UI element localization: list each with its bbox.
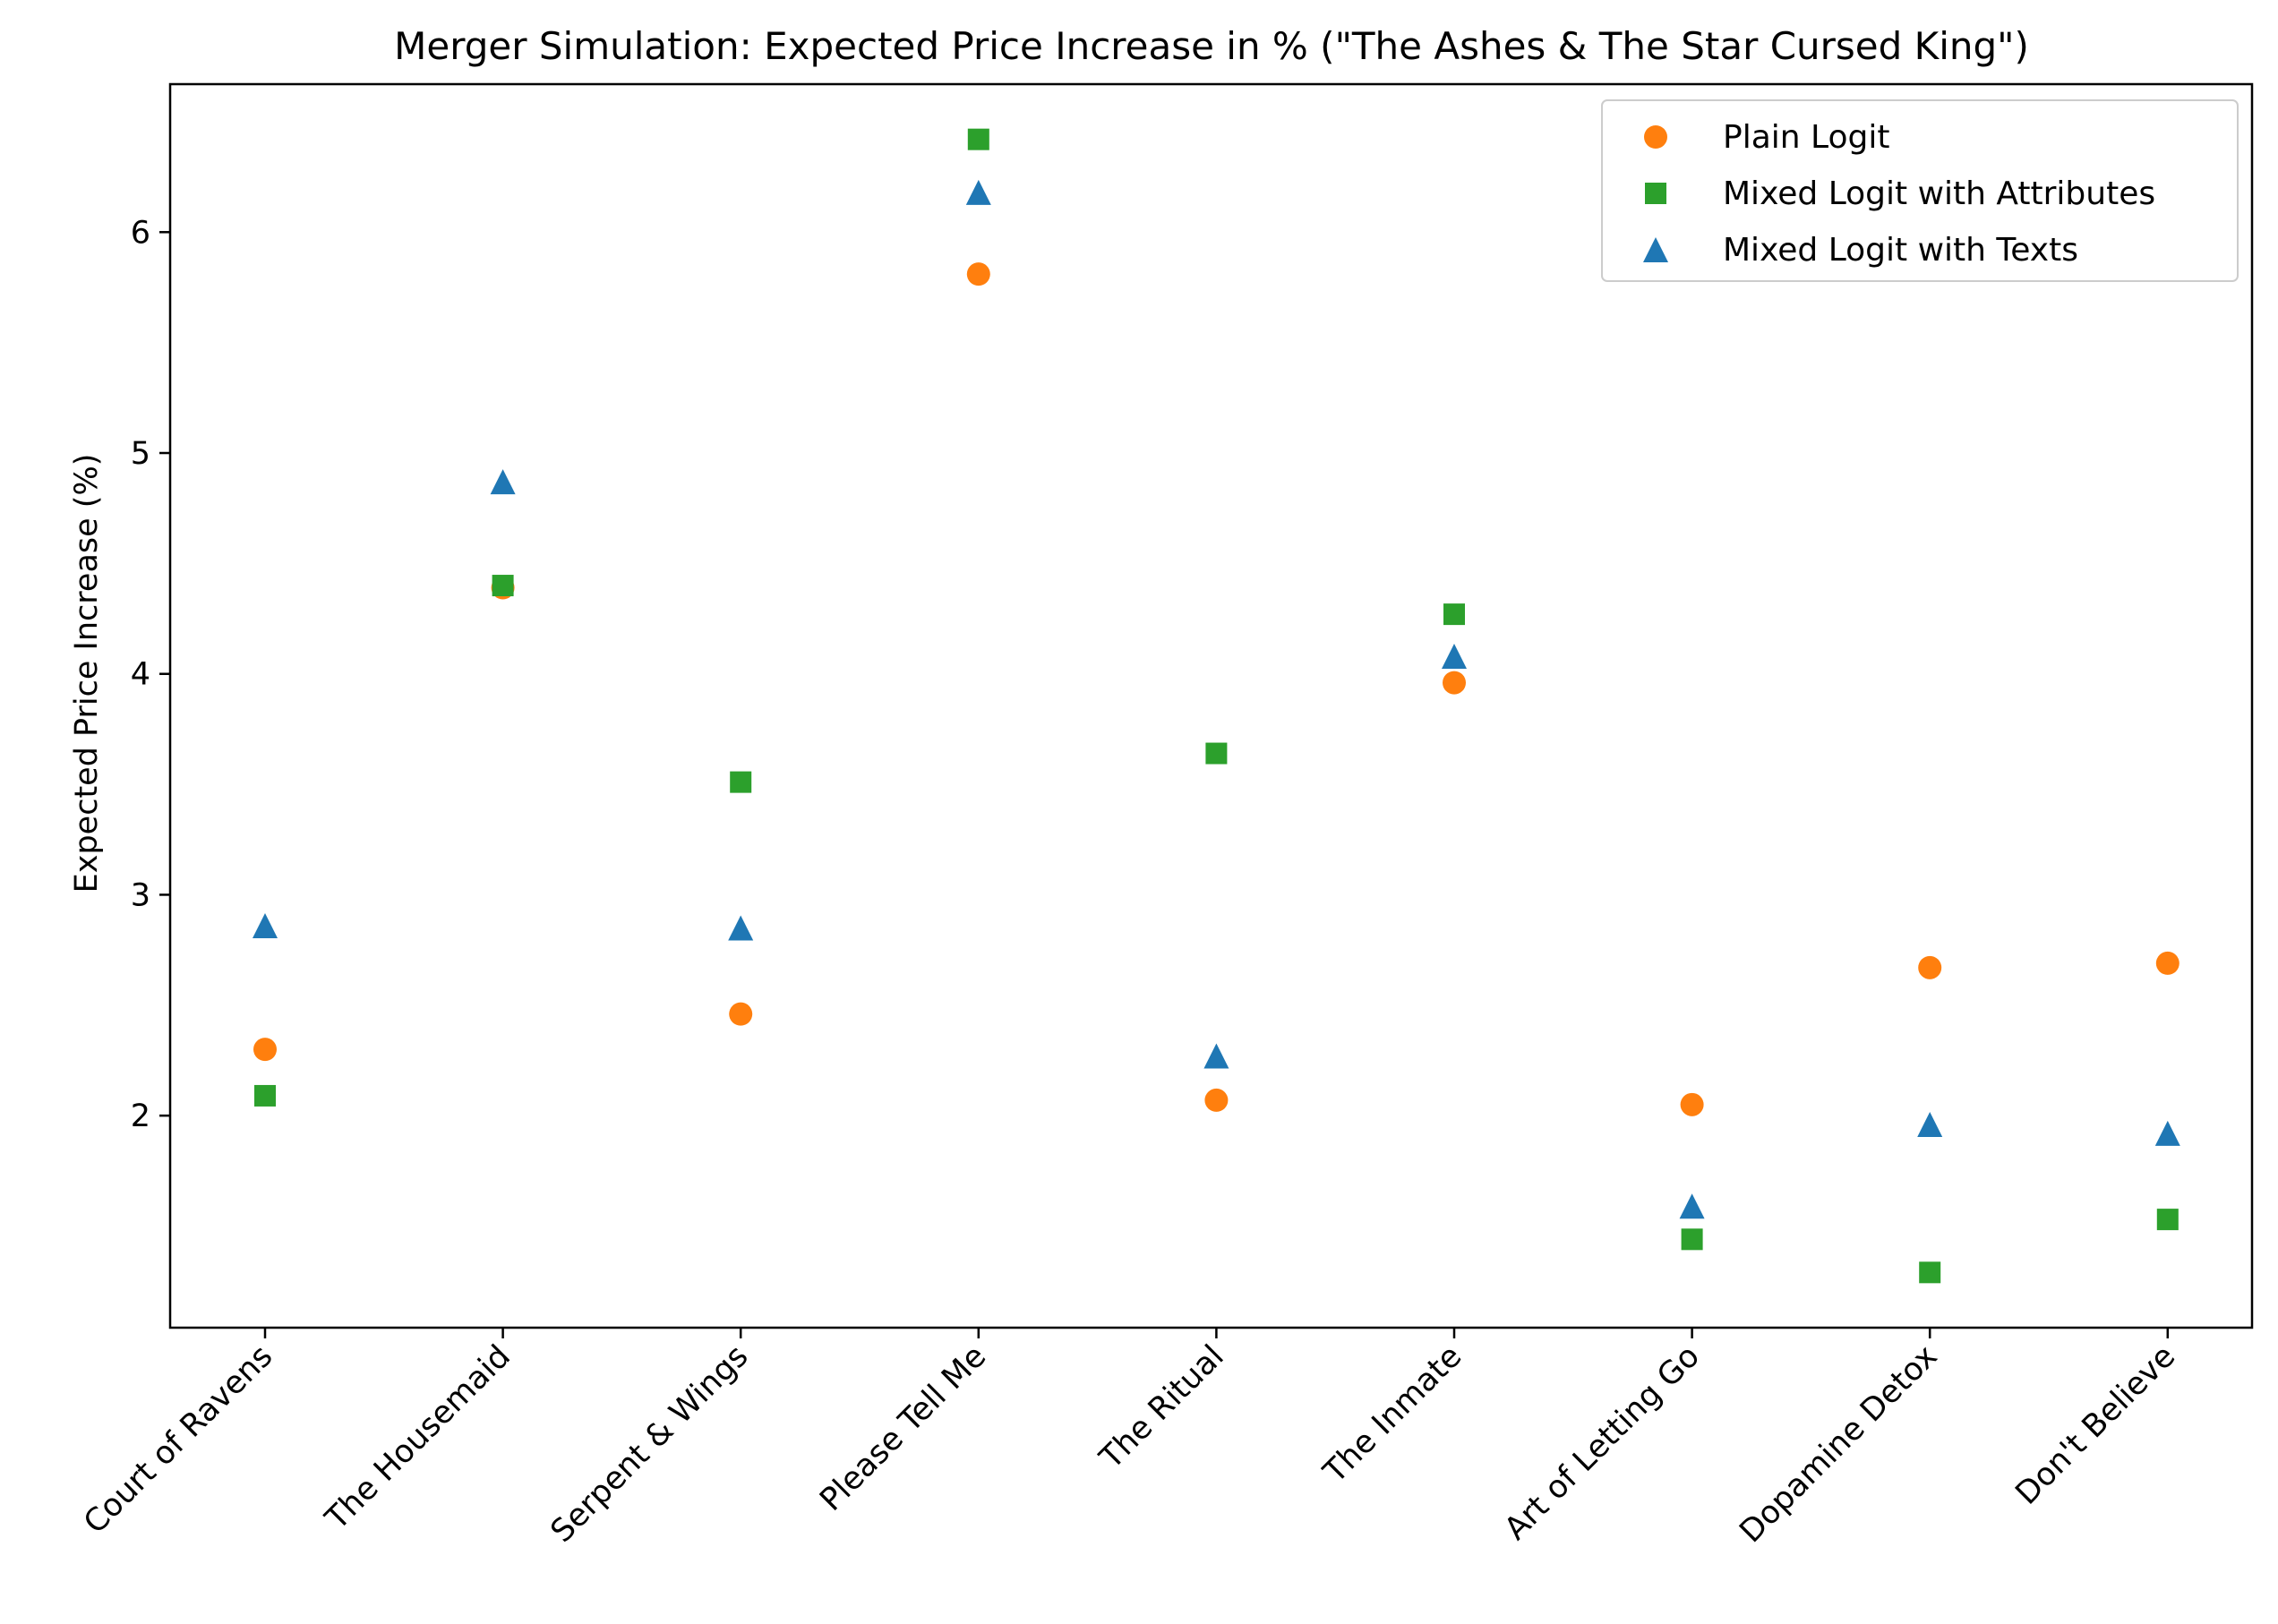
x-tick-label: Court of Ravens <box>77 1338 279 1541</box>
data-point-circle <box>1204 1088 1229 1112</box>
x-tick-label: Dopamine Detox <box>1733 1338 1944 1550</box>
legend-marker-circle <box>1644 125 1667 149</box>
data-point-square <box>1443 603 1465 626</box>
data-point-triangle <box>1917 1112 1943 1138</box>
marks-layer <box>253 128 2180 1284</box>
data-point-triangle <box>253 912 278 938</box>
data-point-circle <box>1680 1092 1704 1116</box>
data-point-circle <box>966 262 990 286</box>
data-point-triangle <box>965 179 991 205</box>
x-tick-label: The Inmate <box>1316 1338 1469 1491</box>
data-point-triangle <box>1203 1043 1229 1069</box>
data-point-triangle <box>1442 643 1467 669</box>
legend-label: Plain Logit <box>1723 119 1889 156</box>
y-tick-label: 5 <box>131 436 150 472</box>
x-tick-label: Don't Believe <box>2009 1338 2183 1512</box>
data-point-circle <box>1443 671 1466 695</box>
legend-items: Plain Logit Mixed Logit with Attributes Mi… <box>1643 119 2155 269</box>
x-tick-label: The Ritual <box>1092 1338 1230 1476</box>
chart-title: Merger Simulation: Expected Price Increa… <box>394 24 2029 68</box>
y-axis-label: Expected Price Increase (%) <box>69 454 105 893</box>
data-point-square <box>730 771 752 793</box>
legend-label: Mixed Logit with Attributes <box>1723 175 2155 212</box>
data-point-triangle <box>1679 1193 1705 1219</box>
data-point-triangle <box>490 469 516 495</box>
y-tick-label: 4 <box>131 657 150 693</box>
data-point-square <box>1919 1261 1941 1284</box>
data-point-circle <box>2155 951 2180 975</box>
data-point-square <box>1681 1228 1703 1251</box>
data-point-circle <box>253 1038 277 1062</box>
y-tick-label: 2 <box>131 1098 150 1134</box>
data-point-square <box>492 575 514 597</box>
data-point-square <box>254 1084 276 1107</box>
plot-area-frame <box>168 82 2254 1329</box>
data-point-triangle <box>728 915 754 941</box>
data-point-square <box>967 128 989 150</box>
data-point-circle <box>729 1002 753 1026</box>
x-tick-label: Serpent & Wings <box>544 1338 756 1550</box>
data-point-triangle <box>2154 1120 2180 1146</box>
y-tick-label: 6 <box>131 215 150 251</box>
legend-label: Mixed Logit with Texts <box>1723 232 2078 269</box>
x-tick-label: Art of Letting Go <box>1498 1338 1707 1547</box>
legend-box <box>1601 99 2239 282</box>
axes-layer: 2 3 4 5 6 Court of Ravens The Housemaid Serpent… <box>77 215 2182 1550</box>
x-tick-label: Please Tell Me <box>813 1338 993 1518</box>
legend-marker-square <box>1645 183 1666 204</box>
data-point-square <box>1205 742 1228 765</box>
legend: Plain Logit Mixed Logit with Attributes Mi… <box>1601 99 2239 282</box>
data-point-square <box>2156 1209 2179 1231</box>
legend-marker-triangle <box>1643 237 1668 262</box>
y-tick-label: 3 <box>131 877 150 913</box>
data-point-circle <box>1918 955 1942 979</box>
x-tick-label: The Housemaid <box>319 1338 518 1537</box>
